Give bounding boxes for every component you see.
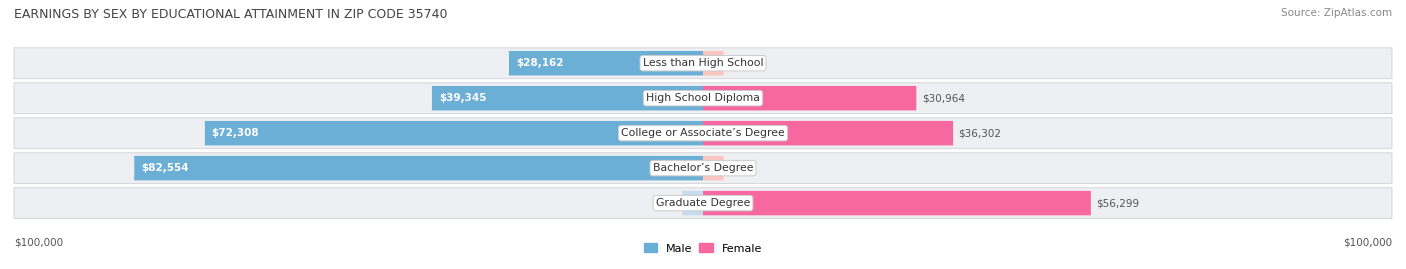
FancyBboxPatch shape: [703, 191, 1091, 215]
Text: $100,000: $100,000: [14, 237, 63, 247]
FancyBboxPatch shape: [703, 51, 724, 75]
FancyBboxPatch shape: [14, 188, 1392, 218]
Text: Less than High School: Less than High School: [643, 58, 763, 68]
Text: $0: $0: [664, 198, 676, 208]
Text: $39,345: $39,345: [439, 93, 486, 103]
Text: $100,000: $100,000: [1343, 237, 1392, 247]
FancyBboxPatch shape: [14, 48, 1392, 79]
Text: High School Diploma: High School Diploma: [647, 93, 759, 103]
FancyBboxPatch shape: [134, 156, 703, 180]
Text: Bachelor’s Degree: Bachelor’s Degree: [652, 163, 754, 173]
Text: $56,299: $56,299: [1097, 198, 1139, 208]
Text: $36,302: $36,302: [959, 128, 1001, 138]
FancyBboxPatch shape: [703, 121, 953, 145]
Text: $72,308: $72,308: [212, 128, 259, 138]
Text: $28,162: $28,162: [516, 58, 564, 68]
FancyBboxPatch shape: [14, 83, 1392, 114]
FancyBboxPatch shape: [703, 156, 724, 180]
FancyBboxPatch shape: [682, 191, 703, 215]
Text: $30,964: $30,964: [922, 93, 965, 103]
Text: EARNINGS BY SEX BY EDUCATIONAL ATTAINMENT IN ZIP CODE 35740: EARNINGS BY SEX BY EDUCATIONAL ATTAINMEN…: [14, 8, 447, 21]
Text: $0: $0: [730, 163, 742, 173]
Legend: Male, Female: Male, Female: [640, 239, 766, 258]
FancyBboxPatch shape: [14, 153, 1392, 183]
FancyBboxPatch shape: [703, 86, 917, 110]
FancyBboxPatch shape: [509, 51, 703, 75]
FancyBboxPatch shape: [14, 118, 1392, 148]
Text: Source: ZipAtlas.com: Source: ZipAtlas.com: [1281, 8, 1392, 18]
FancyBboxPatch shape: [432, 86, 703, 110]
Text: $82,554: $82,554: [141, 163, 188, 173]
Text: College or Associate’s Degree: College or Associate’s Degree: [621, 128, 785, 138]
FancyBboxPatch shape: [205, 121, 703, 145]
Text: Graduate Degree: Graduate Degree: [655, 198, 751, 208]
Text: $0: $0: [730, 58, 742, 68]
